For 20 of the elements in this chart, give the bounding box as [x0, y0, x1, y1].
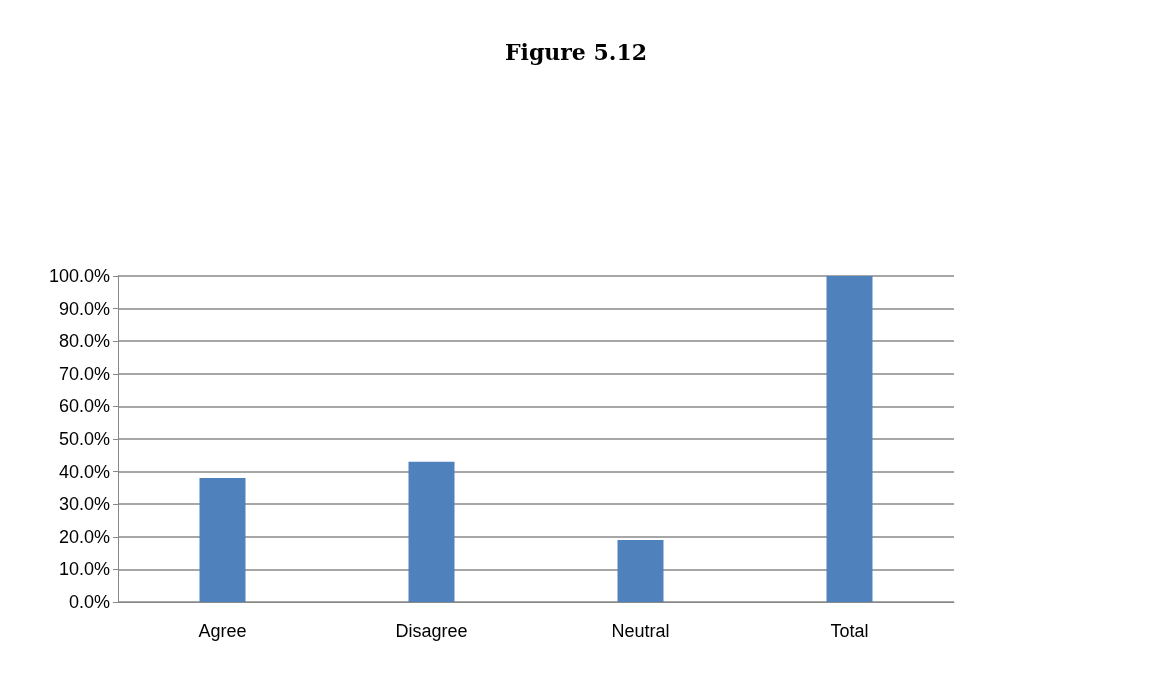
y-tick-label: 80.0% — [58, 331, 110, 352]
bar — [199, 478, 246, 602]
x-tick-label: Disagree — [395, 621, 468, 641]
bar — [617, 540, 664, 602]
x-tick-label: Total — [830, 621, 869, 641]
y-tick-label: 40.0% — [58, 461, 110, 482]
y-tick-label: 100.0% — [48, 266, 110, 286]
y-tick-label: 90.0% — [58, 298, 110, 319]
bar — [826, 276, 873, 602]
y-tick-label: 60.0% — [58, 396, 110, 417]
bar — [408, 461, 455, 602]
y-tick-label: 50.0% — [58, 429, 110, 449]
y-tick-label: 30.0% — [58, 494, 110, 515]
x-tick-label: Agree — [198, 621, 247, 641]
x-tick-label: Neutral — [611, 621, 670, 641]
y-tick-label: 20.0% — [58, 526, 110, 547]
y-tick-label: 10.0% — [58, 559, 110, 580]
chart-title: Figure 5.12 — [504, 39, 648, 65]
y-tick-label: 70.0% — [58, 363, 110, 384]
y-tick-label: 0.0% — [68, 592, 110, 612]
